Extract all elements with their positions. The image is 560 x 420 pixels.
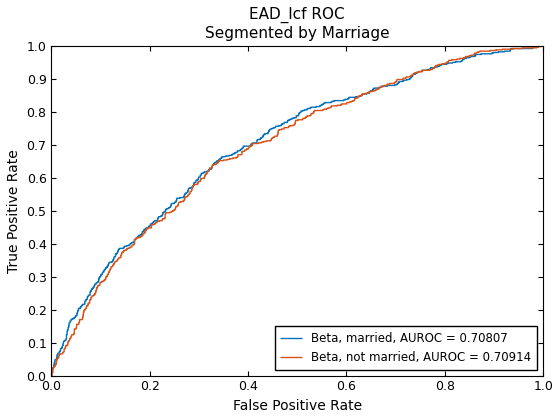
Legend: Beta, married, AUROC = 0.70807, Beta, not married, AUROC = 0.70914: Beta, married, AUROC = 0.70807, Beta, no…	[274, 326, 537, 370]
Beta, not married, AUROC = 0.70914	[66, 338, 73, 343]
Beta, married, AUROC = 0.70807	[194, 177, 201, 182]
Y-axis label: True Positive Rate: True Positive Rate	[7, 149, 21, 273]
Beta, married, AUROC = 0.70807	[434, 64, 441, 69]
Beta, married, AUROC = 0.70807	[48, 373, 55, 378]
Beta, married, AUROC = 0.70807	[535, 43, 542, 48]
X-axis label: False Positive Rate: False Positive Rate	[232, 399, 362, 413]
Beta, married, AUROC = 0.70807	[74, 309, 81, 314]
Beta, married, AUROC = 0.70807	[540, 43, 547, 48]
Beta, not married, AUROC = 0.70914	[195, 179, 202, 184]
Beta, not married, AUROC = 0.70914	[540, 43, 547, 48]
Beta, married, AUROC = 0.70807	[63, 332, 70, 337]
Line: Beta, married, AUROC = 0.70807: Beta, married, AUROC = 0.70807	[52, 46, 543, 375]
Title: EAD_lcf ROC
Segmented by Marriage: EAD_lcf ROC Segmented by Marriage	[205, 7, 390, 41]
Beta, not married, AUROC = 0.70914	[433, 63, 440, 68]
Beta, married, AUROC = 0.70807	[309, 105, 315, 110]
Beta, not married, AUROC = 0.70914	[54, 356, 61, 361]
Beta, not married, AUROC = 0.70914	[539, 43, 545, 48]
Beta, not married, AUROC = 0.70914	[48, 373, 55, 378]
Beta, not married, AUROC = 0.70914	[78, 317, 85, 322]
Beta, married, AUROC = 0.70807	[54, 354, 60, 360]
Line: Beta, not married, AUROC = 0.70914: Beta, not married, AUROC = 0.70914	[52, 46, 543, 375]
Beta, not married, AUROC = 0.70914	[311, 109, 318, 114]
